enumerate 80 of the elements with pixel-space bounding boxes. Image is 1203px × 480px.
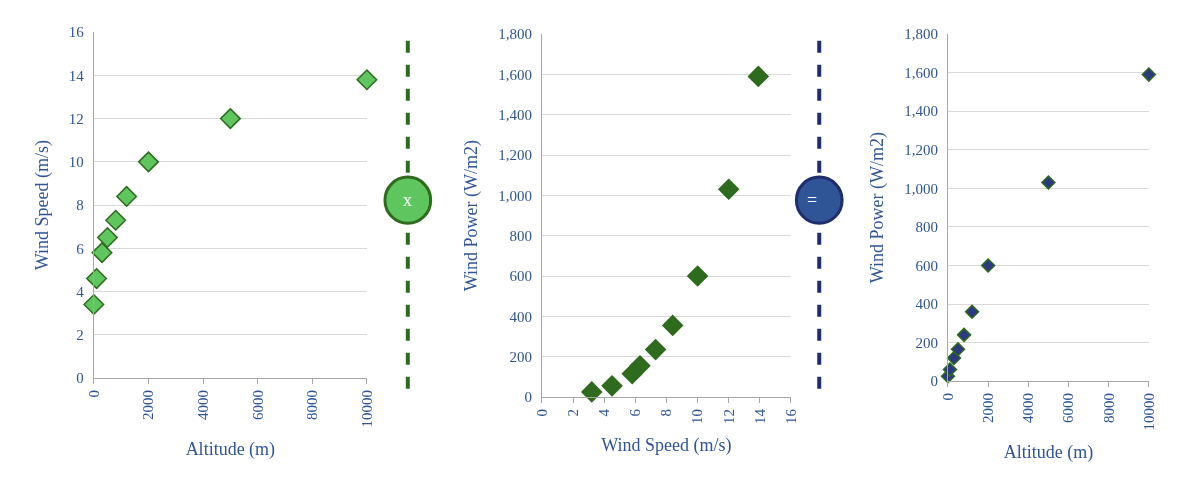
y-tick-label: 1,400 bbox=[498, 106, 532, 123]
text: x bbox=[403, 190, 412, 210]
y-tick-label: 0 bbox=[930, 373, 938, 390]
point bbox=[581, 381, 603, 403]
y-axis-title: Wind Power (W/m2) bbox=[461, 139, 483, 292]
x-tick-label: 10000 bbox=[1140, 393, 1157, 431]
y-axis-title: Wind Speed (m/s) bbox=[32, 139, 54, 271]
x-axis-title: Wind Speed (m/s) bbox=[601, 435, 732, 457]
x-tick-label: 6 bbox=[627, 408, 644, 417]
x-tick-label: 0 bbox=[939, 393, 956, 401]
y-tick-label: 600 bbox=[509, 268, 532, 285]
y-tick-label: 600 bbox=[915, 257, 938, 274]
x-axis-title: Altitude (m) bbox=[185, 438, 276, 460]
x-tick-label: 0 bbox=[85, 390, 102, 398]
x-tick-label: 4000 bbox=[194, 390, 211, 420]
point bbox=[105, 209, 127, 231]
point bbox=[645, 339, 667, 361]
y-tick-label: 1,800 bbox=[498, 26, 532, 43]
x-tick-label: 14 bbox=[751, 408, 768, 424]
point bbox=[1041, 175, 1056, 190]
x-tick-label: 2000 bbox=[140, 390, 157, 420]
x-tick-label: 10000 bbox=[358, 390, 375, 428]
x-tick-label: 10 bbox=[689, 408, 706, 424]
y-tick-label: 1,800 bbox=[904, 26, 938, 43]
y-tick-label: 8 bbox=[76, 197, 84, 214]
point bbox=[91, 242, 113, 264]
x-tick-label: 0 bbox=[533, 408, 550, 417]
point bbox=[942, 362, 958, 377]
y-tick-label: 800 bbox=[509, 227, 532, 244]
point bbox=[629, 355, 651, 377]
y-tick-label: 400 bbox=[915, 296, 938, 313]
y-tick-label: 1,000 bbox=[498, 187, 532, 204]
x-tick-label: 4 bbox=[596, 408, 613, 417]
y-tick-label: 1,200 bbox=[904, 142, 938, 159]
y-tick-label: 4 bbox=[76, 283, 85, 300]
point bbox=[219, 108, 241, 130]
x-tick-label: 8000 bbox=[1100, 393, 1117, 424]
point bbox=[116, 185, 138, 207]
point bbox=[964, 304, 980, 319]
point bbox=[137, 151, 159, 173]
point bbox=[1141, 67, 1157, 82]
y-tick-label: 200 bbox=[509, 348, 532, 365]
point bbox=[662, 314, 684, 336]
point bbox=[687, 265, 709, 287]
point bbox=[601, 375, 623, 397]
y-tick-label: 14 bbox=[68, 67, 85, 84]
x-tick-label: 4000 bbox=[1020, 393, 1037, 424]
y-tick-label: 16 bbox=[68, 24, 85, 41]
y-tick-label: 10 bbox=[68, 154, 84, 171]
point bbox=[83, 294, 105, 316]
point bbox=[950, 342, 966, 357]
y-tick-label: 2 bbox=[76, 327, 84, 344]
x-tick-label: 2 bbox=[564, 408, 581, 417]
y-tick-label: 12 bbox=[68, 110, 84, 127]
x-tick-label: 6000 bbox=[1060, 393, 1077, 424]
y-tick-label: 200 bbox=[915, 334, 938, 351]
point bbox=[718, 178, 740, 200]
y-tick-label: 1,200 bbox=[498, 147, 532, 164]
y-tick-label: 1,600 bbox=[904, 64, 938, 81]
x-tick-label: 2000 bbox=[980, 393, 997, 424]
x-tick-label: 8000 bbox=[304, 390, 321, 420]
point bbox=[356, 69, 378, 91]
x-tick-label: 8 bbox=[658, 408, 675, 417]
point bbox=[980, 258, 996, 273]
y-tick-label: 1,000 bbox=[904, 180, 938, 197]
y-tick-label: 400 bbox=[509, 308, 532, 325]
x-tick-label: 12 bbox=[720, 408, 737, 424]
text: = bbox=[807, 190, 818, 210]
x-tick-label: 16 bbox=[782, 408, 799, 424]
y-tick-label: 6 bbox=[76, 240, 85, 257]
y-tick-label: 1,400 bbox=[904, 103, 938, 120]
x-axis-title: Altitude (m) bbox=[1003, 441, 1094, 463]
point bbox=[956, 327, 972, 343]
y-tick-label: 1,600 bbox=[498, 66, 532, 83]
y-tick-label: 800 bbox=[915, 219, 938, 236]
point bbox=[96, 227, 118, 248]
x-tick-label: 6000 bbox=[249, 390, 266, 420]
point bbox=[747, 65, 769, 87]
y-axis-title: Wind Power (W/m2) bbox=[867, 131, 889, 284]
y-tick-label: 0 bbox=[76, 370, 84, 387]
